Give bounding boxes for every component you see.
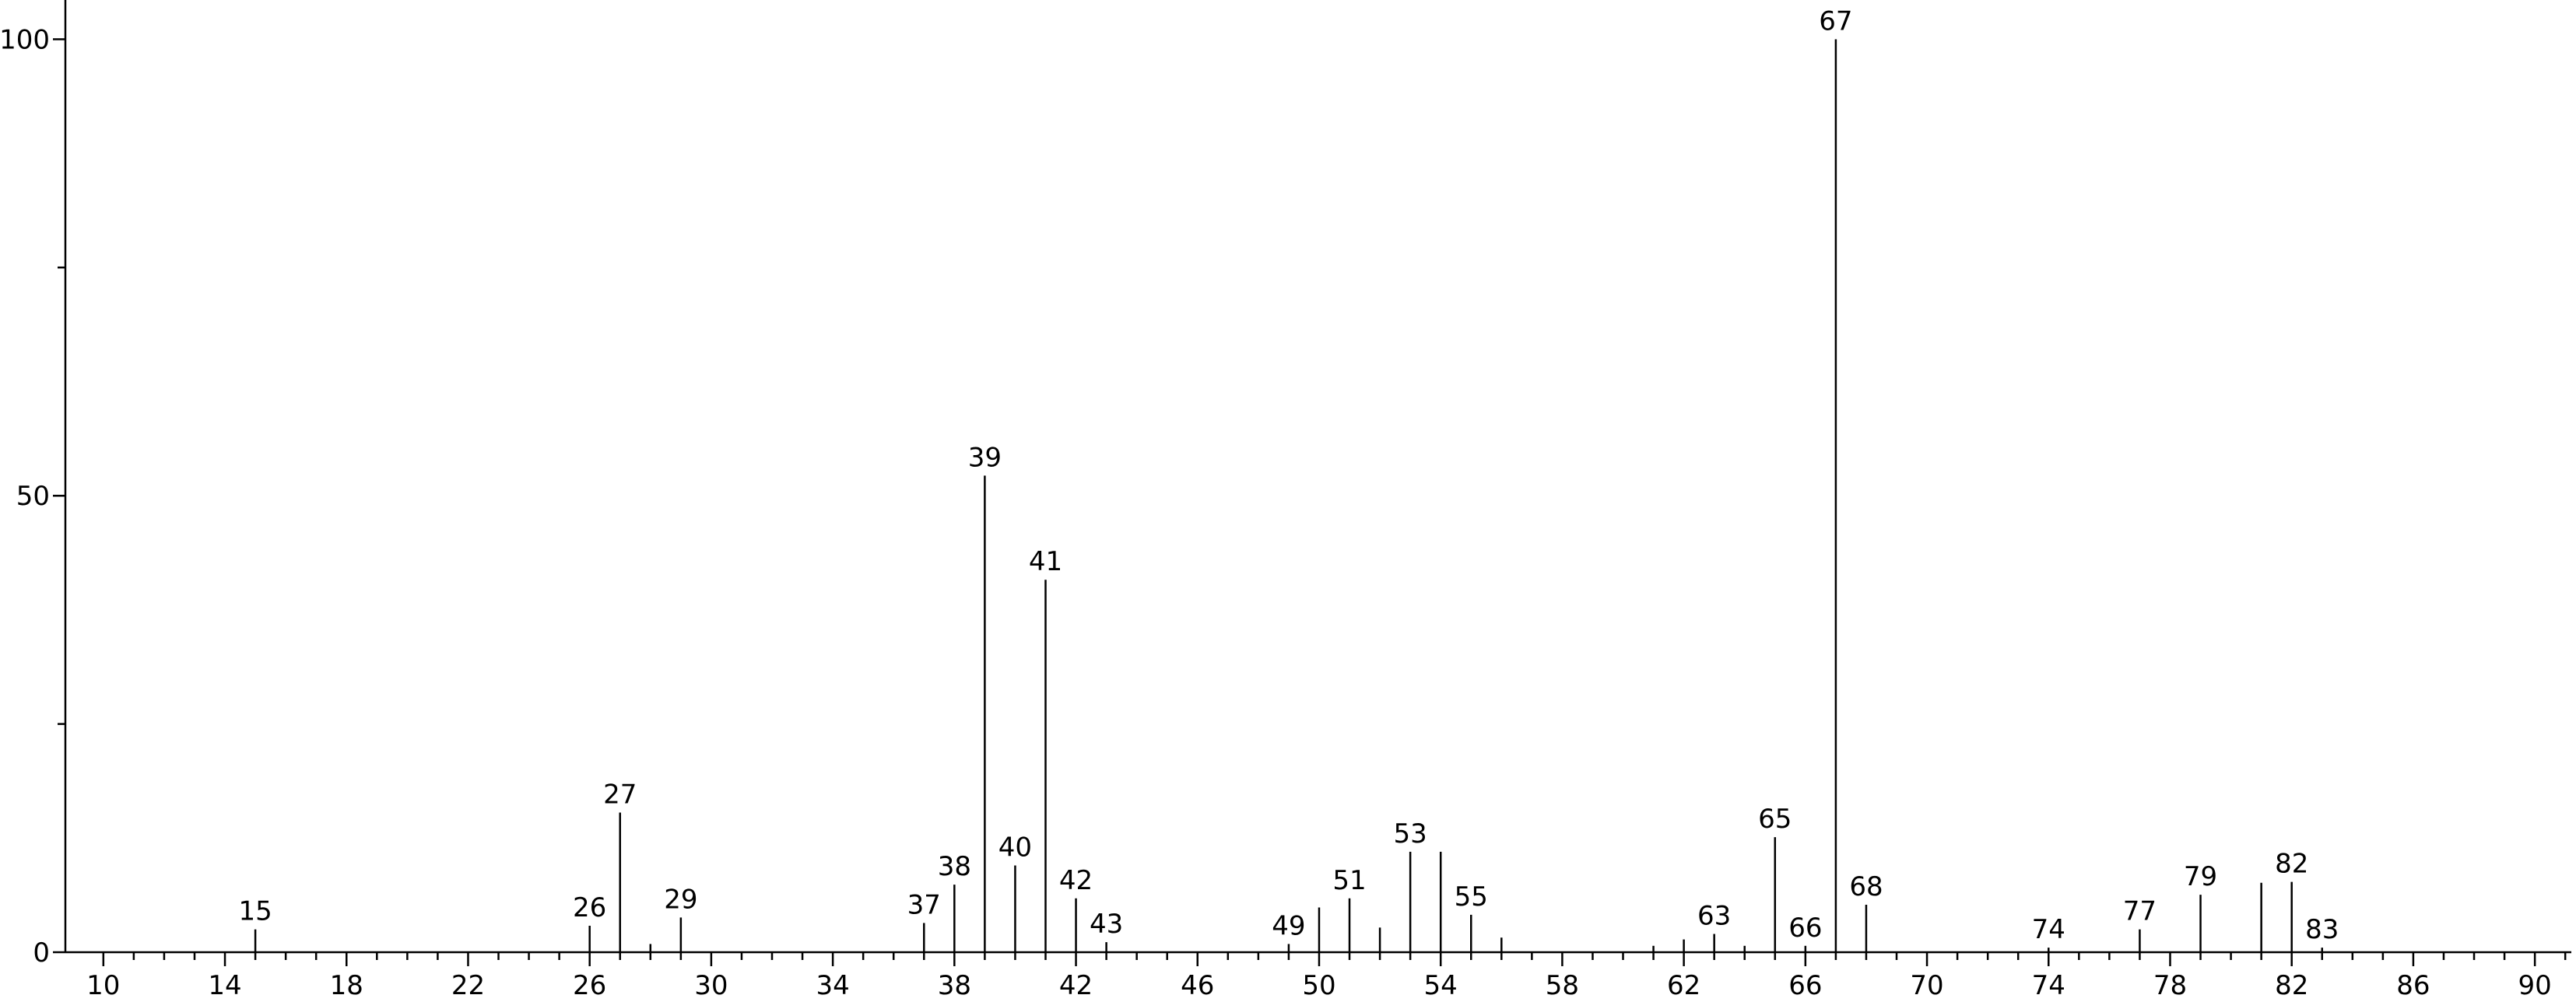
x-tick-label: 10 — [86, 970, 120, 1001]
peak-label: 40 — [998, 832, 1032, 864]
x-tick-label: 54 — [1424, 970, 1458, 1001]
x-tick-label: 86 — [2396, 970, 2430, 1001]
x-tick-label: 22 — [451, 970, 485, 1001]
x-tick-label: 14 — [208, 970, 241, 1001]
x-tick-label: 62 — [1667, 970, 1700, 1001]
peak-label: 65 — [1758, 804, 1792, 835]
y-tick-label: 0 — [33, 937, 50, 969]
peak-label: 63 — [1697, 901, 1731, 932]
x-tick-label: 90 — [2518, 970, 2552, 1001]
x-tick-label: 30 — [694, 970, 728, 1001]
x-tick-label: 18 — [330, 970, 363, 1001]
peak-label: 79 — [2184, 861, 2217, 892]
peak-label: 77 — [2123, 896, 2157, 927]
peak-label: 68 — [1849, 871, 1883, 902]
peak-label: 29 — [664, 884, 697, 915]
peak-label: 41 — [1029, 546, 1062, 577]
x-tick-label: 58 — [1546, 970, 1579, 1001]
peak-label: 43 — [1090, 909, 1123, 940]
peak-label: 83 — [2305, 914, 2339, 945]
peak-label: 51 — [1332, 865, 1366, 896]
x-tick-label: 34 — [816, 970, 849, 1001]
peak-label: 42 — [1059, 865, 1093, 896]
y-tick-label: 50 — [16, 481, 50, 512]
x-tick-label: 38 — [938, 970, 971, 1001]
peak-label: 49 — [1272, 910, 1305, 941]
peak-label: 82 — [2275, 849, 2308, 880]
x-tick-label: 46 — [1181, 970, 1214, 1001]
x-tick-label: 70 — [1910, 970, 1943, 1001]
y-tick-label: 100 — [0, 24, 50, 55]
peak-label: 15 — [238, 896, 272, 927]
x-tick-label: 74 — [2032, 970, 2065, 1001]
peak-label: 66 — [1788, 913, 1822, 944]
peak-label: 55 — [1455, 881, 1488, 913]
x-tick-label: 82 — [2275, 970, 2308, 1001]
peak-label: 26 — [573, 892, 606, 923]
x-tick-label: 26 — [573, 970, 606, 1001]
peak-label: 53 — [1394, 818, 1427, 850]
peak-label: 27 — [603, 779, 637, 810]
peak-label: 37 — [907, 889, 941, 920]
peak-label: 38 — [938, 851, 971, 882]
peak-label: 74 — [2032, 914, 2065, 945]
x-tick-label: 50 — [1302, 970, 1335, 1001]
x-tick-label: 78 — [2153, 970, 2187, 1001]
peak-label: 39 — [968, 442, 1002, 473]
x-tick-label: 42 — [1059, 970, 1093, 1001]
x-tick-label: 66 — [1788, 970, 1822, 1001]
peak-label: 67 — [1819, 5, 1852, 37]
